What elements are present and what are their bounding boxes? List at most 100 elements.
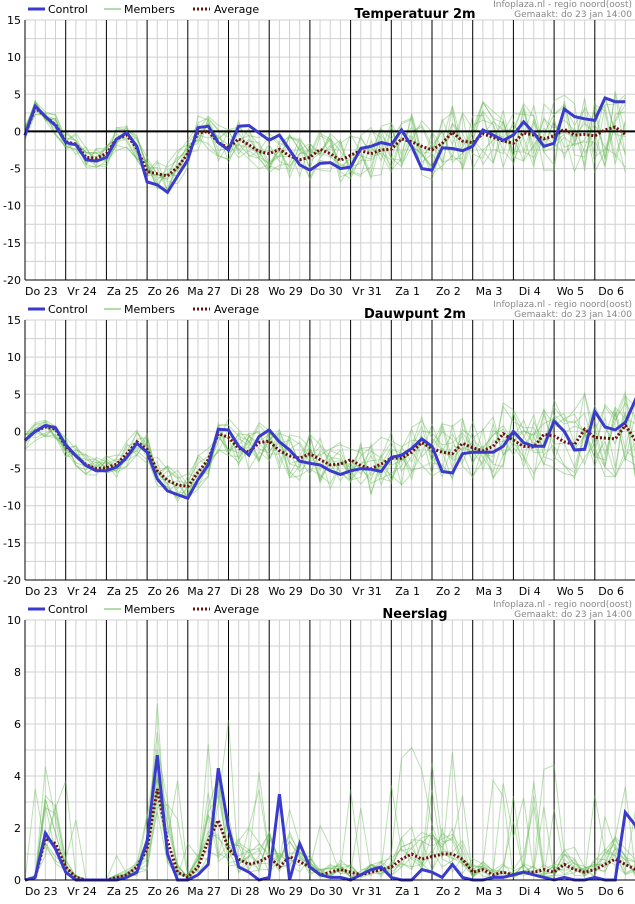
header-band: [0, 600, 635, 612]
x-tick-label: Vr 31: [352, 285, 382, 298]
x-tick-label: Wo 29: [268, 285, 302, 298]
y-tick-label: 15: [7, 314, 21, 327]
y-tick-label: 15: [7, 14, 21, 27]
x-tick-label: Vr 24: [67, 585, 97, 598]
x-tick-label: Do 6: [598, 885, 624, 898]
x-tick-label: Zo 26: [148, 585, 180, 598]
x-tick-label: Zo 26: [148, 885, 180, 898]
x-tick-label: Wo 5: [557, 585, 584, 598]
legend-average-label: Average: [214, 603, 259, 616]
chart-panel-1: -20 -15 -10 -5 0 5 10 15 Do 23 Vr 24 Za 25 Zo 26 Ma …: [0, 0, 635, 298]
x-tick-label: Za 25: [107, 885, 139, 898]
y-tick-label: 0: [14, 125, 21, 138]
x-tick-label: Ma 27: [187, 585, 221, 598]
legend-members-label: Members: [124, 3, 175, 16]
x-tick-label: Di 28: [230, 285, 259, 298]
x-tick-label: Wo 29: [268, 585, 302, 598]
x-tick-label: Zo 2: [436, 885, 461, 898]
y-tick-label: -15: [3, 237, 21, 250]
chart-title: Neerslag: [382, 607, 447, 622]
y-tick-label: 0: [14, 874, 21, 887]
y-tick-label: 2: [14, 822, 21, 835]
member-line: [24, 411, 635, 499]
x-tick-label: Za 1: [395, 885, 420, 898]
member-line: [24, 100, 626, 190]
legend-average-label: Average: [214, 303, 259, 316]
member-line: [24, 390, 635, 499]
chart-panel-3: 0 2 4 6 8 10 Do 23 Vr 24 Za 25 Zo 26 Ma 27 Di 28 Wo …: [0, 600, 635, 898]
x-tick-label: Za 1: [395, 285, 420, 298]
chart-title: Dauwpunt 2m: [364, 307, 466, 322]
legend-members-label: Members: [124, 303, 175, 316]
generated-label: Gemaakt: do 23 jan 14:00: [514, 10, 632, 20]
chart-panel-2: -20 -15 -10 -5 0 5 10 15 Do 23 Vr 24 Za 25 Zo 26 Ma …: [0, 300, 635, 598]
generated-label: Gemaakt: do 23 jan 14:00: [514, 310, 632, 320]
x-tick-label: Za 25: [107, 585, 139, 598]
member-line: [24, 703, 635, 881]
header-band: [0, 0, 635, 12]
member-line: [24, 393, 635, 494]
chart-title: Temperatuur 2m: [354, 7, 475, 22]
x-tick-label: Di 28: [230, 585, 259, 598]
member-line: [24, 95, 626, 185]
x-tick-label: Di 4: [519, 585, 541, 598]
average-line: [23, 105, 627, 178]
member-line: [24, 102, 626, 182]
x-tick-label: Do 30: [310, 285, 343, 298]
y-tick-label: 6: [14, 718, 21, 731]
x-tick-label: Do 23: [25, 885, 58, 898]
y-tick-label: 10: [7, 614, 21, 627]
y-tick-label: -20: [3, 274, 21, 287]
member-line: [24, 764, 635, 881]
member-line: [24, 100, 626, 179]
y-tick-label: 5: [14, 88, 21, 101]
member-line: [24, 90, 626, 181]
y-tick-label: 0: [14, 425, 21, 438]
y-tick-label: -10: [3, 200, 21, 213]
average-line: [24, 422, 635, 489]
y-tick-label: -20: [3, 574, 21, 587]
x-tick-label: Do 23: [25, 285, 58, 298]
source-label: Infoplaza.nl - regio noord(oost): [493, 300, 632, 310]
y-tick-label: -5: [10, 163, 21, 176]
x-tick-label: Wo 5: [557, 285, 584, 298]
y-tick-label: 4: [14, 770, 21, 783]
y-tick-label: 5: [14, 388, 21, 401]
x-tick-label: Ma 3: [476, 885, 503, 898]
legend-control-label: Control: [48, 303, 88, 316]
x-tick-label: Do 6: [598, 585, 624, 598]
legend-members-label: Members: [124, 603, 175, 616]
x-tick-label: Ma 27: [187, 885, 221, 898]
legend-control-label: Control: [48, 3, 88, 16]
member-line: [24, 406, 635, 489]
x-tick-label: Ma 27: [187, 285, 221, 298]
x-tick-label: Do 6: [598, 285, 624, 298]
legend-average-label: Average: [214, 3, 259, 16]
y-tick-label: -5: [10, 463, 21, 476]
generated-label: Gemaakt: do 23 jan 14:00: [514, 610, 632, 620]
source-label: Infoplaza.nl - regio noord(oost): [493, 0, 632, 10]
y-tick-label: -15: [3, 537, 21, 550]
x-tick-label: Zo 2: [436, 585, 461, 598]
x-tick-label: Ma 3: [476, 585, 503, 598]
control-line: [24, 397, 635, 501]
source-label: Infoplaza.nl - regio noord(oost): [493, 600, 632, 610]
x-tick-label: Di 4: [519, 885, 541, 898]
x-tick-label: Do 30: [310, 885, 343, 898]
x-tick-label: Za 1: [395, 585, 420, 598]
x-tick-label: Vr 31: [352, 885, 382, 898]
header-band: [0, 300, 635, 312]
legend-control-label: Control: [48, 603, 88, 616]
x-tick-label: Wo 29: [268, 885, 302, 898]
control-line: [23, 96, 626, 195]
x-tick-label: Wo 5: [557, 885, 584, 898]
x-tick-label: Vr 31: [352, 585, 382, 598]
x-tick-label: Vr 24: [67, 285, 97, 298]
x-tick-label: Vr 24: [67, 885, 97, 898]
x-tick-label: Ma 3: [476, 285, 503, 298]
x-tick-label: Do 30: [310, 585, 343, 598]
y-tick-label: 10: [7, 51, 21, 64]
x-tick-label: Di 28: [230, 885, 259, 898]
